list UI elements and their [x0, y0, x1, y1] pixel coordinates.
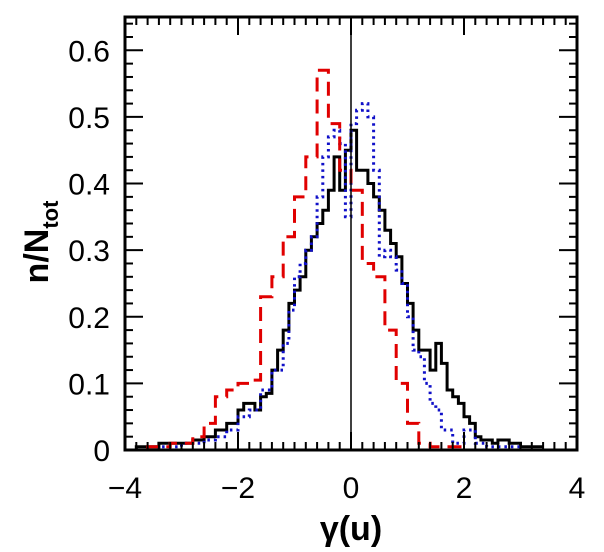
y-tick-label: 0.3 [68, 235, 110, 268]
series-solid-line [134, 128, 544, 450]
x-tick-label: 0 [343, 472, 360, 505]
x-tick-label: 4 [569, 472, 586, 505]
y-tick-label: 0.4 [68, 169, 110, 202]
y-tick-label: 0 [93, 435, 110, 468]
x-tick-label: −2 [221, 472, 255, 505]
y-tick-label: 0.2 [68, 302, 110, 335]
y-tick-label: 0.1 [68, 368, 110, 401]
x-axis-label: γ(u) [320, 510, 382, 548]
y-tick-label: 0.6 [68, 35, 110, 68]
y-axis-label: n/Ntot [18, 200, 63, 284]
x-tick-label: 2 [456, 472, 473, 505]
axes-layer [123, 15, 579, 452]
x-tick-label: −4 [108, 472, 142, 505]
tick-labels-layer: −4 −2 0 2 4 0 0.1 0.2 0.3 0.4 0.5 0.6 [68, 35, 585, 505]
y-axis-label-subscript: tot [38, 200, 63, 229]
series-layer [134, 68, 544, 452]
y-axis-label-main: n/N [18, 229, 56, 284]
y-tick-label: 0.5 [68, 102, 110, 135]
series-dashed-line [146, 68, 487, 452]
